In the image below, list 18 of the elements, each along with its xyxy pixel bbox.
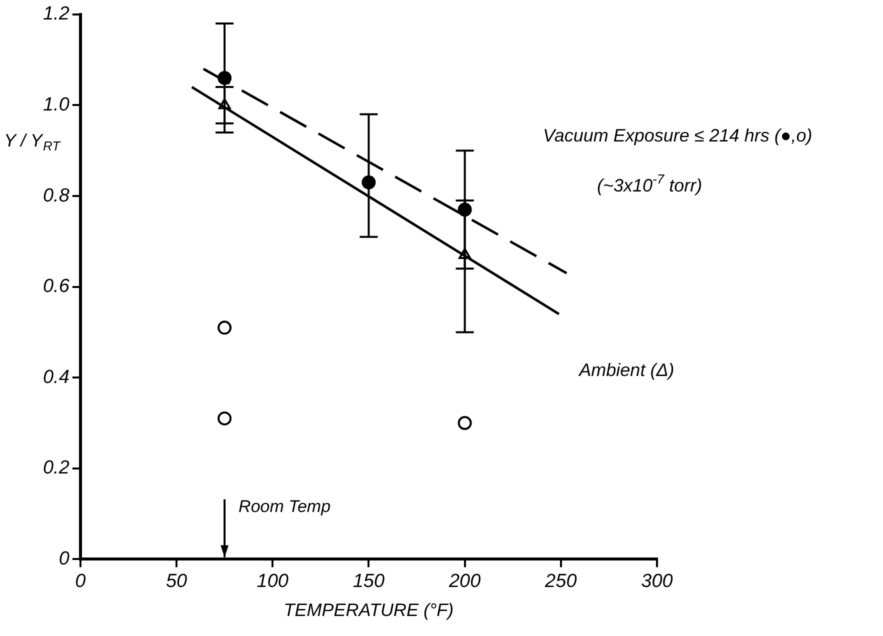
y-tick-label: 0.2: [42, 458, 70, 479]
x-tick-label: 200: [448, 570, 482, 592]
y-tick-label: 0.4: [42, 366, 70, 388]
x-tick-label: 300: [641, 570, 674, 592]
annotation: Ambient (Δ): [578, 360, 674, 380]
x-tick-label: 50: [166, 570, 188, 592]
y-tick-label: 0.6: [42, 276, 70, 298]
x-tick-label: 150: [352, 570, 385, 592]
y-tick-label: 0: [58, 548, 70, 570]
x-tick-label: 250: [544, 570, 578, 592]
annotation: Vacuum Exposure ≤ 214 hrs (●,o): [543, 125, 812, 146]
y-tick-label: 1.2: [42, 4, 70, 25]
x-tick-label: 100: [256, 570, 289, 592]
y-tick-label: 0.8: [42, 185, 70, 206]
x-axis-title: TEMPERATURE (°F): [284, 600, 454, 620]
y-tick-label: 1.0: [42, 94, 70, 116]
x-tick-label: 0: [75, 570, 86, 592]
annotation: Room Temp: [238, 497, 331, 516]
